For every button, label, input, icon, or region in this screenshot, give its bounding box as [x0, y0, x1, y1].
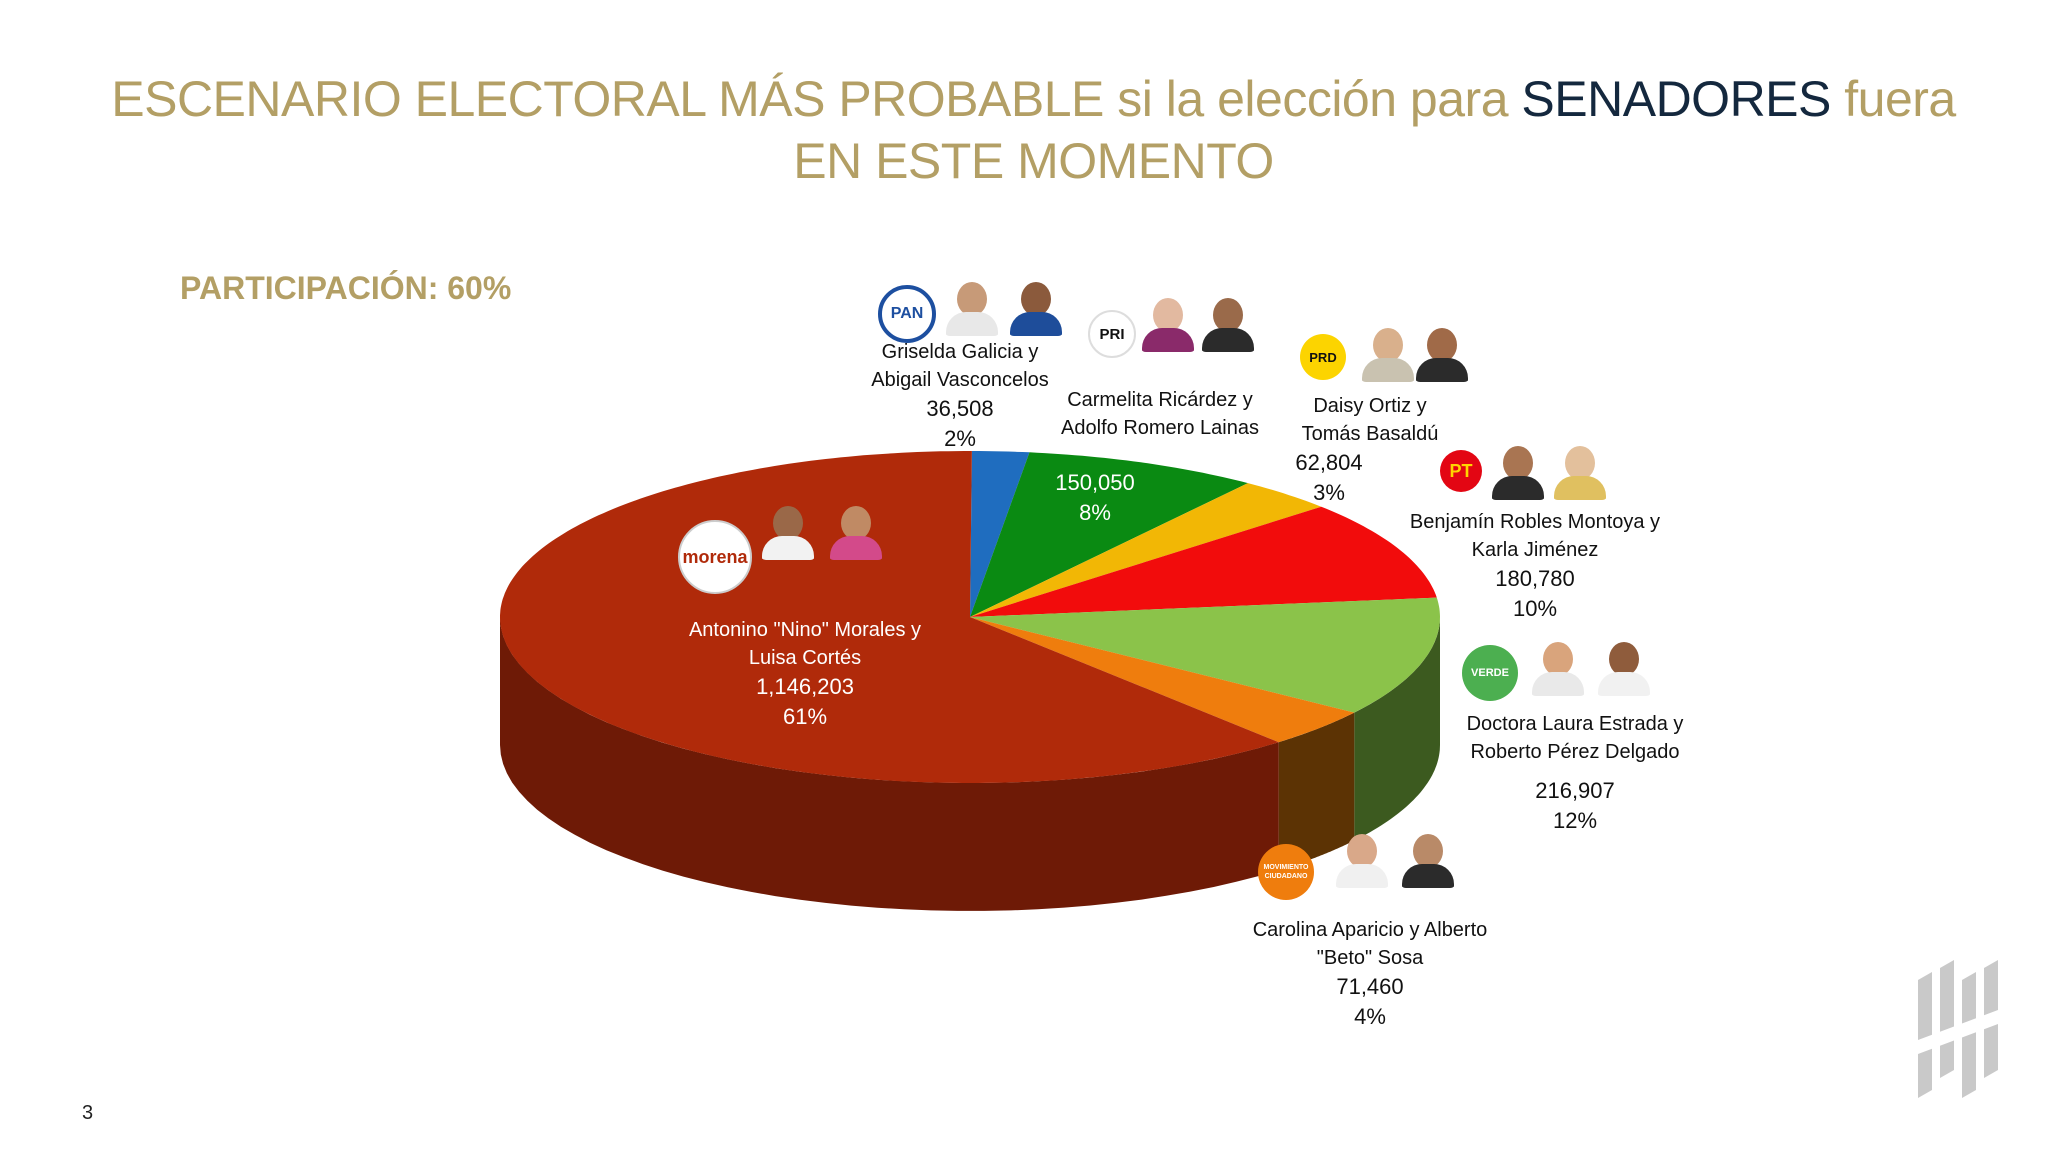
value-label: 36,508: [926, 396, 994, 421]
pie-side-morena: [500, 617, 1279, 911]
percent-label: 2%: [944, 426, 976, 451]
candidates-line: Luisa Cortés: [748, 647, 862, 669]
pie-side-movimiento-ciudadano: [1278, 712, 1355, 871]
label-morena: Antonino "Nino" Morales y Luisa Cortés 1…: [650, 616, 960, 732]
pri-logo-text: PRI: [1099, 325, 1125, 343]
candidate-photo: [1414, 322, 1470, 382]
candidates-line: "Beto" Sosa: [1316, 947, 1424, 969]
candidates-line: Griselda Galicia y: [881, 341, 1039, 363]
title-part1: ESCENARIO ELECTORAL MÁS PROBABLE si la e…: [111, 71, 1522, 127]
candidate-photo: [1360, 322, 1416, 382]
candidates-line: Abigail Vasconcelos: [871, 369, 1049, 391]
pie-slice-verde: [970, 597, 1440, 713]
percent-label: 4%: [1354, 1004, 1386, 1029]
candidates-line: Karla Jiménez: [1471, 539, 1599, 561]
percent-label: 61%: [782, 704, 828, 729]
prd-logo-icon: PRD: [1300, 334, 1346, 380]
morena-logo-icon: morena: [678, 520, 752, 594]
candidate-photo: [1596, 636, 1652, 696]
candidate-photo: [1200, 292, 1256, 352]
candidates-line: Benjamín Robles Montoya y: [1409, 511, 1661, 533]
label-pt: Benjamín Robles Montoya y Karla Jiménez …: [1390, 508, 1680, 624]
value-label: 180,780: [1495, 566, 1575, 591]
candidate-photo: [1400, 828, 1456, 888]
pt-logo-icon: PT: [1440, 450, 1482, 492]
pie-slice-pt: [970, 506, 1437, 617]
candidates-line: Carolina Aparicio y Alberto: [1252, 919, 1488, 941]
candidate-photo: [1552, 440, 1608, 500]
pie-sides: [500, 617, 1440, 911]
candidate-photo: [760, 500, 816, 560]
label-movimiento-ciudadano: Carolina Aparicio y Alberto "Beto" Sosa …: [1225, 916, 1515, 1032]
label-pan: Griselda Galicia y Abigail Vasconcelos 3…: [860, 338, 1060, 454]
label-prd-candidates: Daisy Ortiz y Tomás Basaldú: [1290, 392, 1450, 448]
candidate-photo: [1334, 828, 1390, 888]
candidate-photo: [828, 500, 884, 560]
candidates-line: Tomás Basaldú: [1301, 423, 1439, 445]
value-label: 216,907: [1535, 778, 1615, 803]
percent-label: 12%: [1552, 808, 1598, 833]
mc-logo-text: MOVIMIENTO CIUDADANO: [1263, 864, 1309, 880]
percent-label: 3%: [1313, 480, 1345, 505]
candidate-photo: [1530, 636, 1586, 696]
percent-label: 8%: [1079, 500, 1111, 525]
pie-slice-movimiento-ciudadano: [970, 617, 1355, 743]
candidates-line: Daisy Ortiz y: [1313, 395, 1427, 417]
value-label: 71,460: [1336, 974, 1404, 999]
title-line2: EN ESTE MOMENTO: [793, 133, 1274, 189]
candidates-line: Roberto Pérez Delgado: [1470, 741, 1680, 763]
label-pri-values: 150,050 8%: [1040, 468, 1150, 528]
pie-slice-prd: [970, 483, 1322, 617]
candidate-photo: [1490, 440, 1546, 500]
movimiento-ciudadano-logo-icon: MOVIMIENTO CIUDADANO: [1258, 844, 1314, 900]
pie-side-verde: [1354, 617, 1440, 841]
candidates-line: Antonino "Nino" Morales y: [688, 619, 922, 641]
verde-logo-text: VERDE: [1471, 667, 1509, 679]
title-part2: fuera: [1830, 71, 1956, 127]
slide-title: ESCENARIO ELECTORAL MÁS PROBABLE si la e…: [0, 68, 2067, 192]
pri-logo-icon: PRI: [1088, 310, 1136, 358]
candidate-photo: [944, 276, 1000, 336]
pt-logo-text: PT: [1449, 460, 1473, 481]
page-number: 3: [82, 1102, 94, 1124]
participation-label: PARTICIPACIÓN: 60%: [180, 270, 512, 306]
label-verde: Doctora Laura Estrada y Roberto Pérez De…: [1430, 710, 1720, 836]
pie-slice-pan: [970, 451, 1030, 617]
stacked-bars-logo-icon: [1918, 960, 1998, 1098]
label-pri-candidates: Carmelita Ricárdez y Adolfo Romero Laina…: [1040, 386, 1280, 442]
value-label: 150,050: [1055, 470, 1135, 495]
pie-slice-pri: [970, 452, 1248, 617]
candidates-line: Adolfo Romero Lainas: [1061, 417, 1259, 439]
morena-logo-text: morena: [682, 546, 748, 567]
pan-logo-text: PAN: [890, 305, 924, 322]
candidate-photo: [1140, 292, 1196, 352]
title-highlight: SENADORES: [1521, 71, 1831, 127]
verde-logo-icon: VERDE: [1462, 645, 1518, 701]
candidate-photo: [1008, 276, 1064, 336]
label-prd-values: 62,804 3%: [1284, 448, 1374, 508]
percent-label: 10%: [1512, 596, 1558, 621]
candidates-line: Carmelita Ricárdez y: [1067, 389, 1253, 411]
candidates-line: Doctora Laura Estrada y: [1466, 713, 1684, 735]
pan-logo-icon: PAN: [878, 285, 936, 343]
prd-logo-text: PRD: [1309, 349, 1337, 365]
value-label: 1,146,203: [756, 674, 854, 699]
value-label: 62,804: [1295, 450, 1363, 475]
